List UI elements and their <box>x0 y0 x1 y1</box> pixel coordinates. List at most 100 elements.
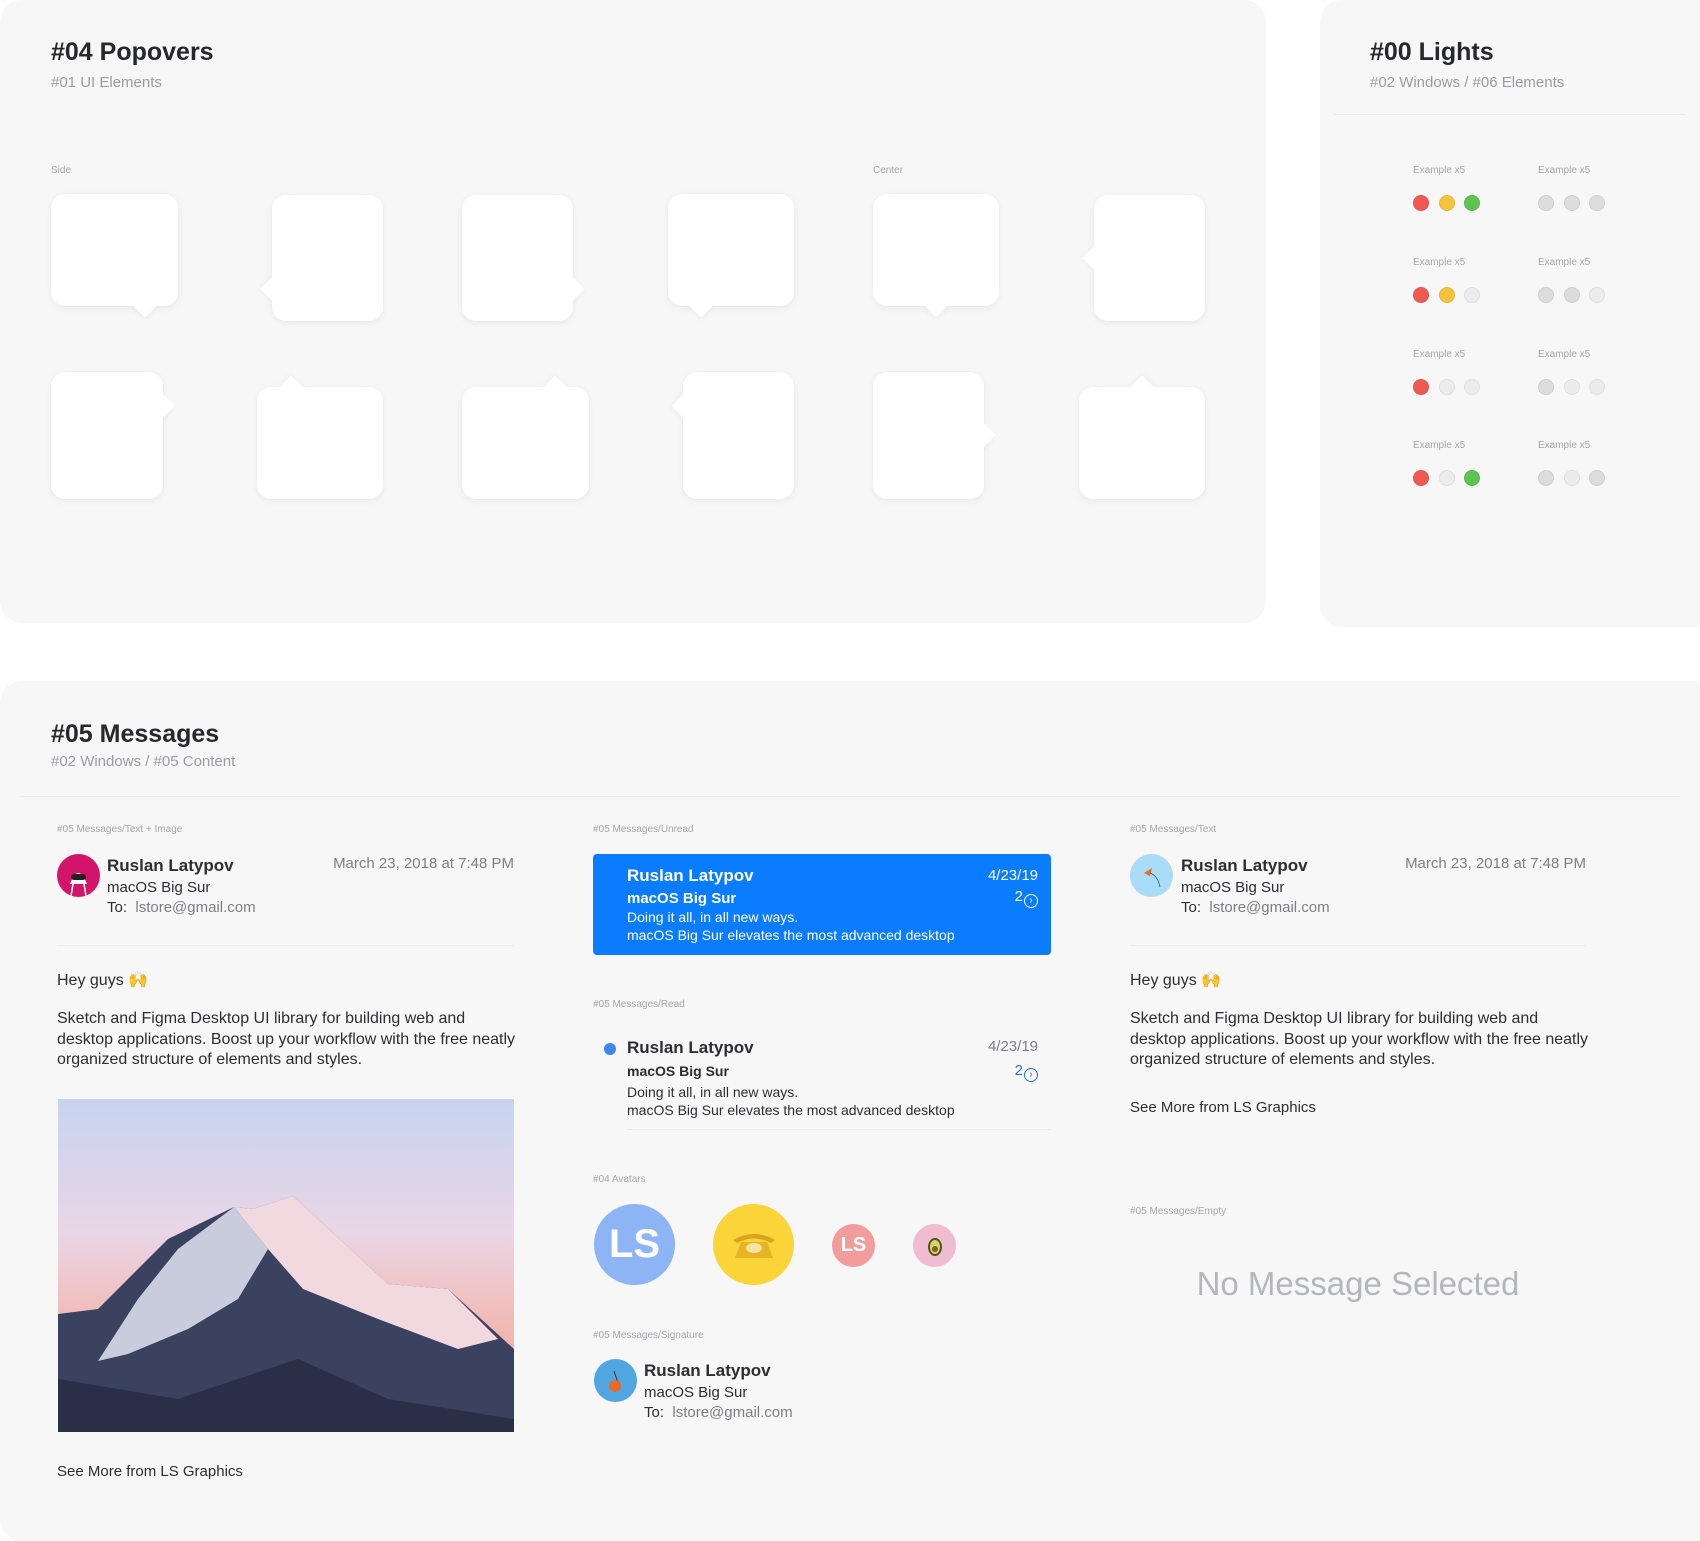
read-preview-1: Doing it all, in all new ways. <box>627 1084 799 1100</box>
traffic-light-disabled[interactable] <box>1438 379 1455 395</box>
see-more-link[interactable]: See More from LS Graphics <box>1130 1099 1316 1116</box>
traffic-light-minimize[interactable] <box>1438 195 1455 211</box>
text-image-label: #05 Messages/Text + Image <box>57 824 183 835</box>
popovers-card: #04 Popovers #01 UI Elements Side Center <box>0 0 1266 623</box>
traffic-light-close[interactable] <box>1413 379 1429 395</box>
messages-title: #05 Messages <box>51 720 220 748</box>
unread-count: 2 › <box>1015 888 1038 908</box>
lights-card: #00 Lights #02 Windows / #06 Elements Ex… <box>1320 0 1700 627</box>
lights-example-label: Example x5 <box>1538 440 1591 451</box>
sender-name: Ruslan Latypov <box>107 856 234 875</box>
lights-title: #00 Lights <box>1370 38 1494 66</box>
popover-left-side <box>260 195 383 321</box>
unread-subject: macOS Big Sur <box>627 890 737 907</box>
lights-example-label: Example x5 <box>1538 349 1591 360</box>
message-body: Sketch and Figma Desktop UI library for … <box>57 1010 516 1068</box>
read-divider <box>627 1129 1051 1130</box>
unread-preview-2: macOS Big Sur elevates the most advanced… <box>627 927 955 943</box>
traffic-light-inactive[interactable] <box>1538 287 1554 303</box>
traffic-light-zoom[interactable] <box>1464 195 1480 211</box>
header-divider <box>57 945 514 946</box>
traffic-light-inactive[interactable] <box>1538 470 1554 486</box>
mountain-image <box>58 1099 514 1432</box>
traffic-light-inactive[interactable] <box>1538 195 1554 211</box>
sender-avatar <box>57 854 100 897</box>
avatar-initials-small: LS <box>832 1224 875 1267</box>
text-label: #05 Messages/Text <box>1130 824 1217 835</box>
signature-email[interactable]: lstore@gmail.com <box>672 1404 793 1421</box>
message-list-item-unread[interactable]: Ruslan Latypov 4/23/19 2 › macOS Big Sur … <box>593 854 1051 955</box>
popover-top-right <box>462 375 589 499</box>
unread-dot-icon <box>604 1043 616 1055</box>
side-label: Side <box>51 165 72 176</box>
unread-label: #05 Messages/Unread <box>593 824 694 835</box>
popover-bottom-left <box>668 194 794 318</box>
lights-example-label: Example x5 <box>1538 257 1591 268</box>
read-count: 2 › <box>1015 1062 1038 1082</box>
traffic-light-zoom[interactable] <box>1464 470 1480 486</box>
traffic-light-disabled[interactable] <box>1589 379 1605 395</box>
thread-chevron-icon: › <box>1024 894 1038 908</box>
avatar-avocado-image <box>913 1224 956 1267</box>
popover-right-top <box>51 372 175 499</box>
message-date: March 23, 2018 at 7:48 PM <box>1405 855 1586 872</box>
messages-subtitle: #02 Windows / #05 Content <box>51 753 236 770</box>
popover-top-center <box>1079 375 1205 499</box>
message-date: March 23, 2018 at 7:48 PM <box>333 855 514 872</box>
popover-right-center <box>873 372 996 499</box>
recipient-email[interactable]: lstore@gmail.com <box>135 899 256 916</box>
lights-example-label: Example x5 <box>1538 165 1591 176</box>
traffic-light-inactive[interactable] <box>1563 195 1580 211</box>
message-recipient: To: lstore@gmail.com <box>107 899 256 916</box>
message-greeting: Hey guys 🙌 <box>57 972 149 989</box>
message-greeting: Hey guys 🙌 <box>1130 972 1222 989</box>
traffic-light-close[interactable] <box>1413 470 1429 486</box>
lights-example-label: Example x5 <box>1413 349 1466 360</box>
popover-left-top <box>671 372 794 499</box>
message-list-item-read[interactable]: Ruslan Latypov 4/23/19 2 › macOS Big Sur … <box>593 1030 1051 1130</box>
recipient-email[interactable]: lstore@gmail.com <box>1209 899 1330 916</box>
traffic-light-disabled[interactable] <box>1563 379 1580 395</box>
read-subject: macOS Big Sur <box>627 1063 729 1079</box>
traffic-light-close[interactable] <box>1413 195 1429 211</box>
traffic-light-inactive[interactable] <box>1589 195 1605 211</box>
avatar-initials-large: LS <box>594 1204 675 1285</box>
see-more-link[interactable]: See More from LS Graphics <box>57 1463 243 1480</box>
traffic-light-disabled[interactable] <box>1464 379 1480 395</box>
popover-top-left <box>257 375 383 499</box>
traffic-light-close[interactable] <box>1413 287 1429 303</box>
signature-subject: macOS Big Sur <box>644 1384 748 1401</box>
traffic-light-minimize[interactable] <box>1438 287 1455 303</box>
popovers-subtitle: #01 UI Elements <box>51 74 162 91</box>
signature-name: Ruslan Latypov <box>644 1361 771 1380</box>
popovers-title: #04 Popovers <box>51 38 214 66</box>
signature-label: #05 Messages/Signature <box>593 1330 704 1341</box>
read-preview-2: macOS Big Sur elevates the most advanced… <box>627 1102 955 1118</box>
lights-example-label: Example x5 <box>1413 257 1466 268</box>
message-subject: macOS Big Sur <box>107 879 211 896</box>
signature-recipient: To: lstore@gmail.com <box>644 1404 793 1421</box>
header-divider <box>1130 945 1586 946</box>
traffic-light-inactive[interactable] <box>1538 379 1554 395</box>
traffic-light-disabled[interactable] <box>1589 287 1605 303</box>
message-recipient: To: lstore@gmail.com <box>1181 899 1330 916</box>
traffic-light-disabled[interactable] <box>1464 287 1480 303</box>
unread-sender: Ruslan Latypov <box>627 866 754 885</box>
empty-state-text: No Message Selected <box>1196 1265 1520 1302</box>
messages-divider <box>20 796 1680 797</box>
popover-bottom-center <box>873 194 999 318</box>
lights-divider <box>1334 114 1686 115</box>
read-label: #05 Messages/Read <box>593 999 685 1010</box>
traffic-light-inactive[interactable] <box>1563 287 1580 303</box>
avatar-telephone-image <box>713 1204 794 1285</box>
popover-bottom-side <box>51 194 178 318</box>
traffic-light-inactive[interactable] <box>1589 470 1605 486</box>
traffic-light-disabled[interactable] <box>1563 470 1580 486</box>
lights-subtitle: #02 Windows / #06 Elements <box>1370 74 1565 91</box>
sender-name: Ruslan Latypov <box>1181 856 1308 875</box>
message-subject: macOS Big Sur <box>1181 879 1285 896</box>
thread-chevron-icon: › <box>1024 1068 1038 1082</box>
traffic-light-disabled[interactable] <box>1438 470 1455 486</box>
sender-avatar <box>1130 854 1173 897</box>
popover-right-side <box>462 195 585 321</box>
